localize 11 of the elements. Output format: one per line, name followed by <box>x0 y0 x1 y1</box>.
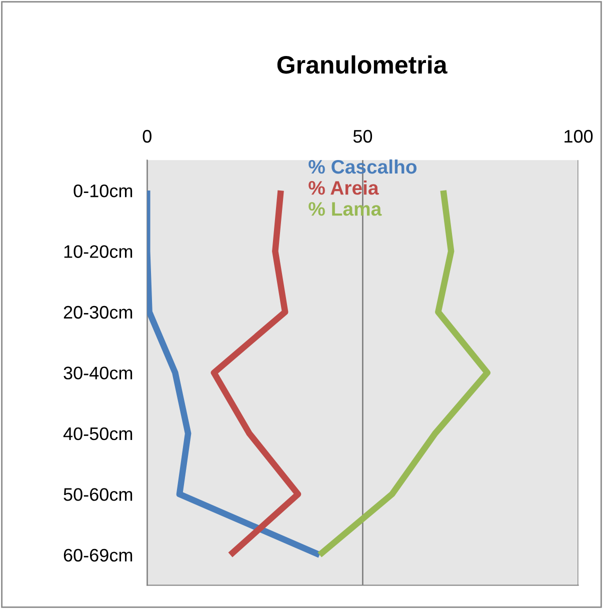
y-tick-label: 20-30cm <box>64 306 132 319</box>
x-tick-label: 50 <box>353 130 372 143</box>
y-tick-label: 0-10cm <box>74 184 132 198</box>
chart-title: Granulometria <box>277 55 448 74</box>
y-tick-label: 40-50cm <box>63 427 132 440</box>
y-tick-label: 60-69cm <box>64 548 132 562</box>
y-tick-label: 30-40cm <box>64 366 132 380</box>
x-tick-label: 100 <box>564 130 593 143</box>
x-tick-label: 0 <box>142 130 152 143</box>
y-tick-label: 10-20cm <box>64 245 132 258</box>
y-tick-label: 50-60cm <box>64 488 132 501</box>
